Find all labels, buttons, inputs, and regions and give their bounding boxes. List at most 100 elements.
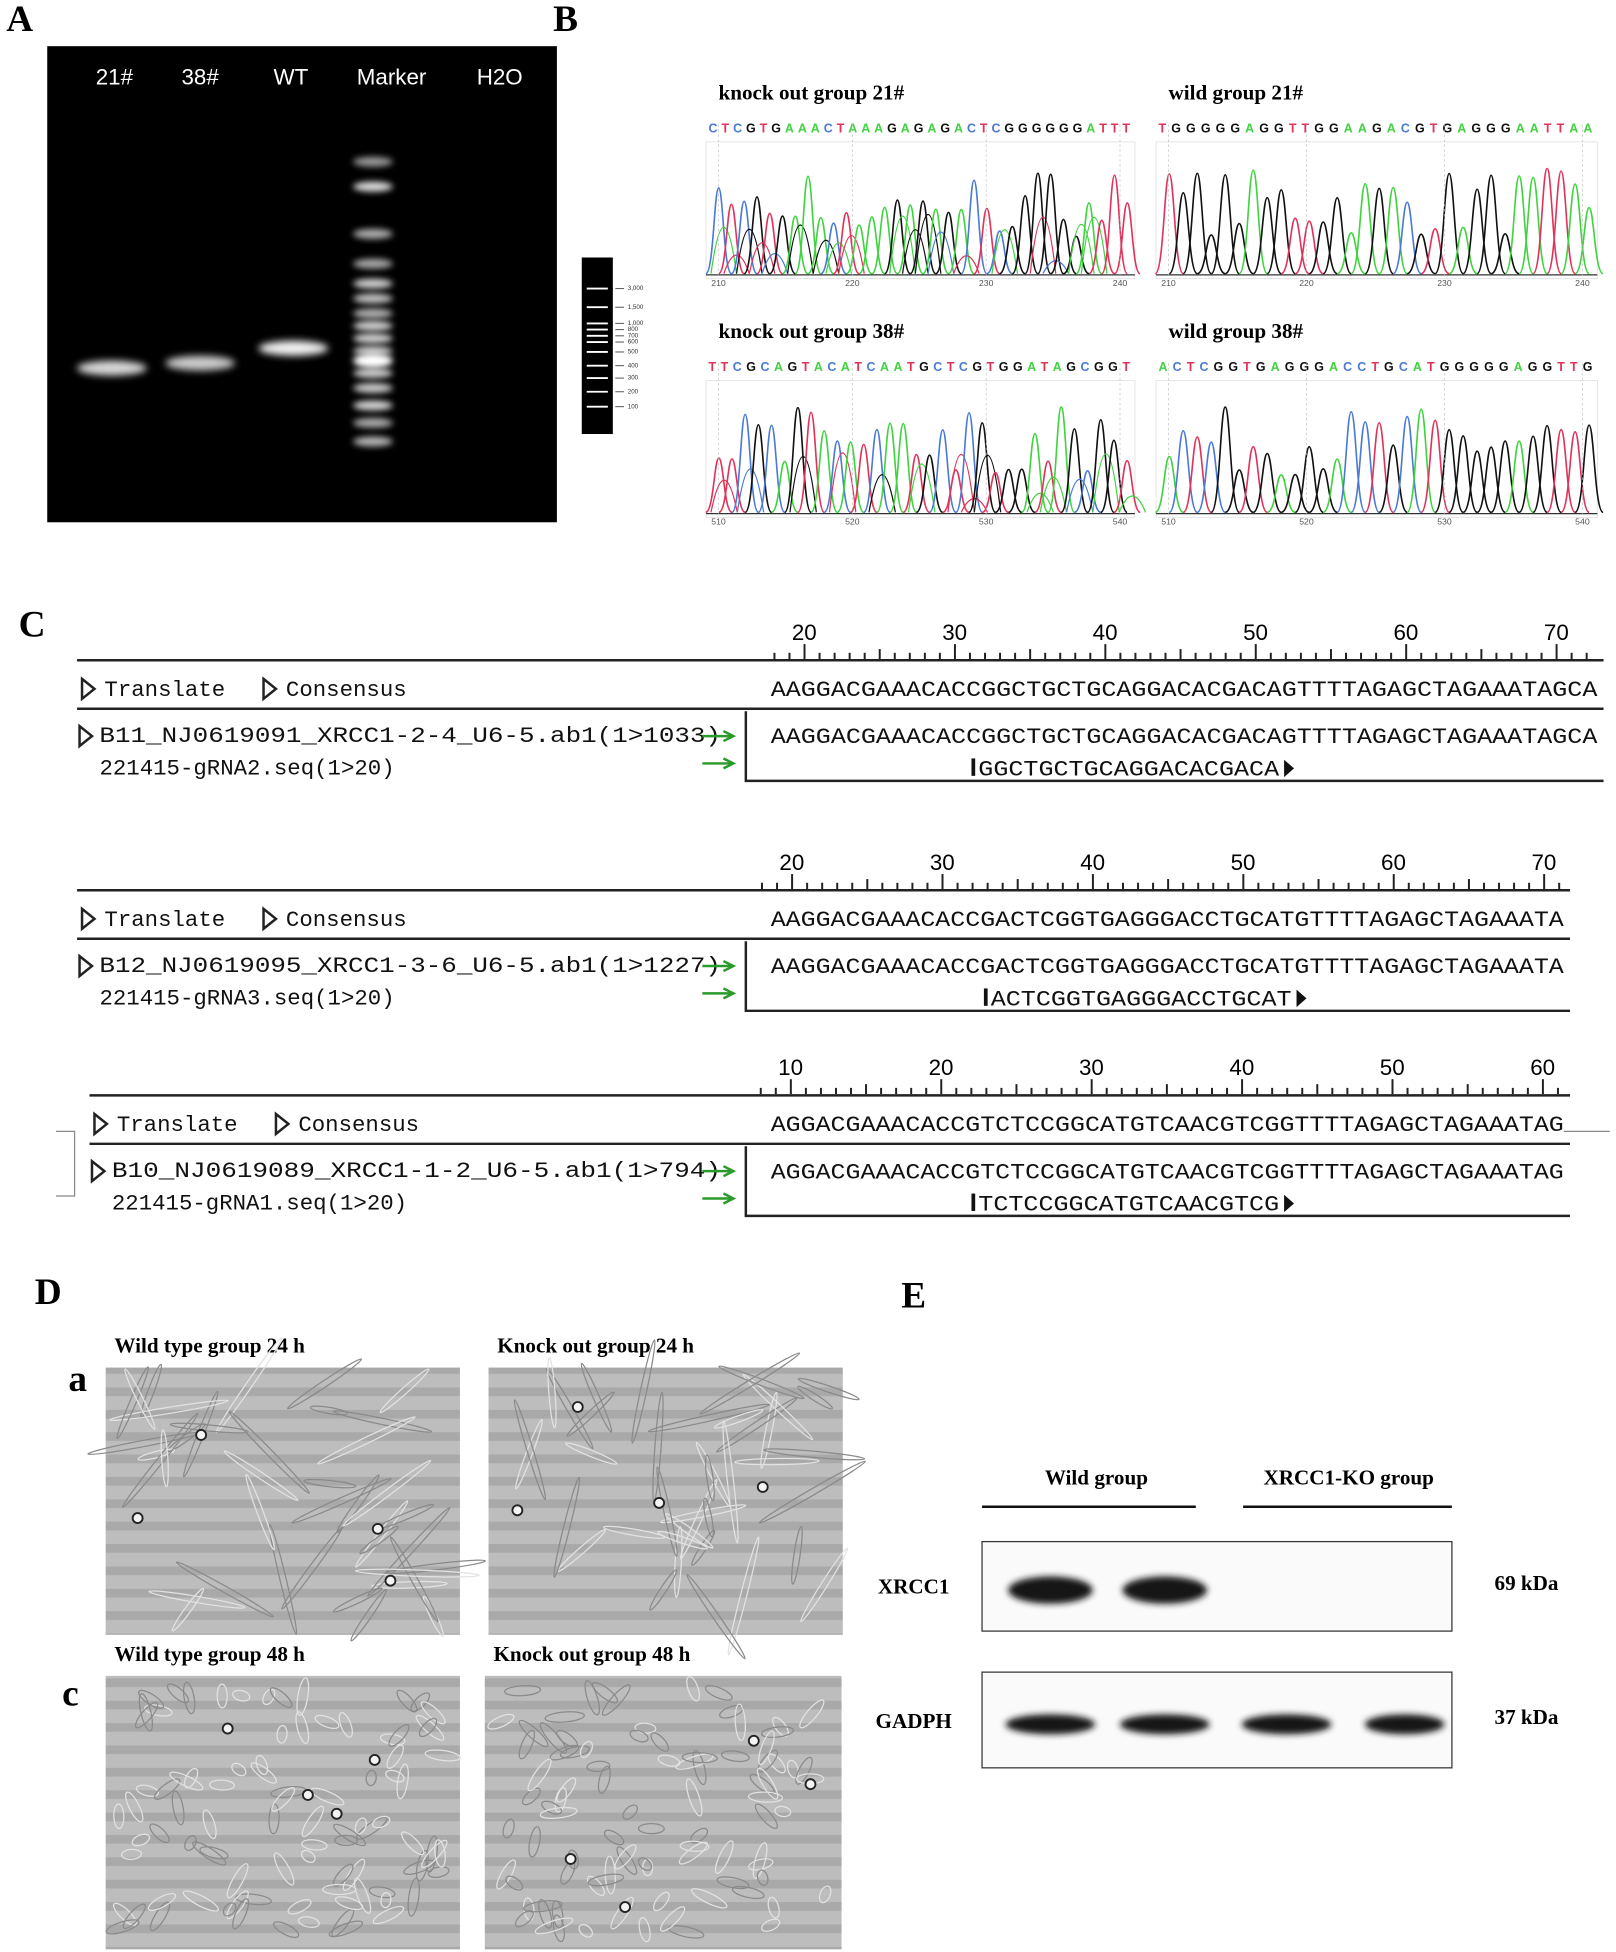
trace-peak xyxy=(1086,419,1115,514)
ladder-label: 200 xyxy=(628,388,639,395)
trace-peak xyxy=(1168,192,1199,275)
cell xyxy=(772,1716,789,1737)
trace-peak xyxy=(1118,495,1147,513)
trace-peak xyxy=(1294,220,1324,275)
cell xyxy=(226,1863,249,1899)
cell xyxy=(686,1574,746,1660)
cell xyxy=(601,1684,631,1716)
cell xyxy=(269,1687,293,1709)
cell xyxy=(679,1478,718,1560)
gel-band xyxy=(77,360,147,376)
cell xyxy=(342,1858,366,1891)
cell xyxy=(350,1588,388,1642)
cell xyxy=(538,1898,553,1929)
trace-peak xyxy=(973,454,1002,513)
trace-peak xyxy=(1322,458,1352,514)
lane-label: Marker xyxy=(357,64,427,89)
cell xyxy=(192,1841,227,1866)
grna-sequence: GGCTGCTGCAGGACACGACA xyxy=(978,757,1279,783)
trace-peak xyxy=(1420,419,1450,514)
ladder-band xyxy=(353,345,393,356)
cell xyxy=(791,1525,803,1585)
ladder-label: 300 xyxy=(628,375,639,382)
ladder-label: 500 xyxy=(628,349,639,356)
lane-label: WT xyxy=(273,64,308,89)
trace-peak xyxy=(1252,452,1283,514)
read-name: B12_NJ0619095_XRCC1-3-6_U6-5.ab1(1>1227) xyxy=(99,953,721,979)
axis-label: 530 xyxy=(979,517,994,527)
cell xyxy=(245,1473,276,1551)
cell xyxy=(108,1399,230,1422)
cell xyxy=(800,1547,849,1623)
cell xyxy=(169,1422,249,1434)
ruler-number: 10 xyxy=(778,1055,803,1080)
trace-peak xyxy=(1113,202,1141,275)
arrow-head xyxy=(722,757,737,770)
cell xyxy=(342,1459,432,1527)
cell xyxy=(686,1675,700,1702)
cell xyxy=(774,1805,792,1818)
cell xyxy=(797,1385,833,1410)
cell xyxy=(314,1714,340,1730)
cell xyxy=(421,1839,448,1869)
ladder-band xyxy=(353,320,393,331)
cell xyxy=(758,1730,775,1766)
trace-peak xyxy=(922,208,950,275)
trace-peak xyxy=(1406,233,1436,275)
cell xyxy=(226,1890,249,1920)
cell xyxy=(134,1701,159,1729)
rounded-cell xyxy=(747,1734,760,1747)
cell xyxy=(332,1863,354,1887)
trace-peak xyxy=(1067,223,1095,274)
cell xyxy=(149,1823,170,1844)
ruler-number: 50 xyxy=(1380,1055,1405,1080)
trace-peak xyxy=(1378,186,1408,275)
row-label: a xyxy=(68,1359,87,1400)
ladder-label: 600 xyxy=(628,339,639,346)
consensus-label: Consensus xyxy=(298,1112,419,1138)
trace-peak xyxy=(1518,176,1548,275)
trace-peak xyxy=(1560,430,1590,514)
cell xyxy=(386,1559,486,1575)
ruler-number: 20 xyxy=(779,850,804,875)
cell xyxy=(171,1587,205,1632)
cell xyxy=(286,1358,363,1410)
trace-peak xyxy=(1490,233,1520,275)
cell xyxy=(586,1875,606,1897)
cell xyxy=(268,1803,280,1835)
cell xyxy=(434,1839,446,1868)
cell xyxy=(336,1474,380,1534)
cell xyxy=(371,1580,448,1589)
cell xyxy=(659,1906,686,1932)
cell xyxy=(685,1778,703,1817)
rounded-cell xyxy=(384,1574,397,1587)
cell xyxy=(388,1724,410,1747)
cell xyxy=(579,1740,594,1758)
cell xyxy=(578,1923,594,1938)
arrow-head xyxy=(722,959,737,973)
trace-peak xyxy=(927,231,955,274)
trace-peak xyxy=(934,211,963,275)
trace-peak xyxy=(901,229,929,274)
cell xyxy=(678,1841,708,1865)
blot-band xyxy=(1241,1714,1332,1735)
axis-label: 520 xyxy=(1299,517,1314,527)
rounded-cell xyxy=(131,1512,144,1524)
ladder-band xyxy=(353,400,393,411)
cell xyxy=(372,1905,405,1925)
cell xyxy=(407,1877,420,1917)
lane-label: 21# xyxy=(96,64,134,89)
lane-label: H2O xyxy=(477,64,523,89)
cell xyxy=(748,1858,774,1871)
cell xyxy=(799,1699,825,1729)
trace-peak xyxy=(1008,468,1036,514)
cell xyxy=(215,1337,283,1434)
ruler-number: 40 xyxy=(1093,620,1118,645)
cell xyxy=(487,1713,515,1730)
ladder-band xyxy=(353,156,393,167)
cell xyxy=(112,1902,137,1926)
arrow-head xyxy=(722,1165,737,1178)
micrograph xyxy=(488,1367,843,1635)
trace-peak xyxy=(797,411,826,514)
